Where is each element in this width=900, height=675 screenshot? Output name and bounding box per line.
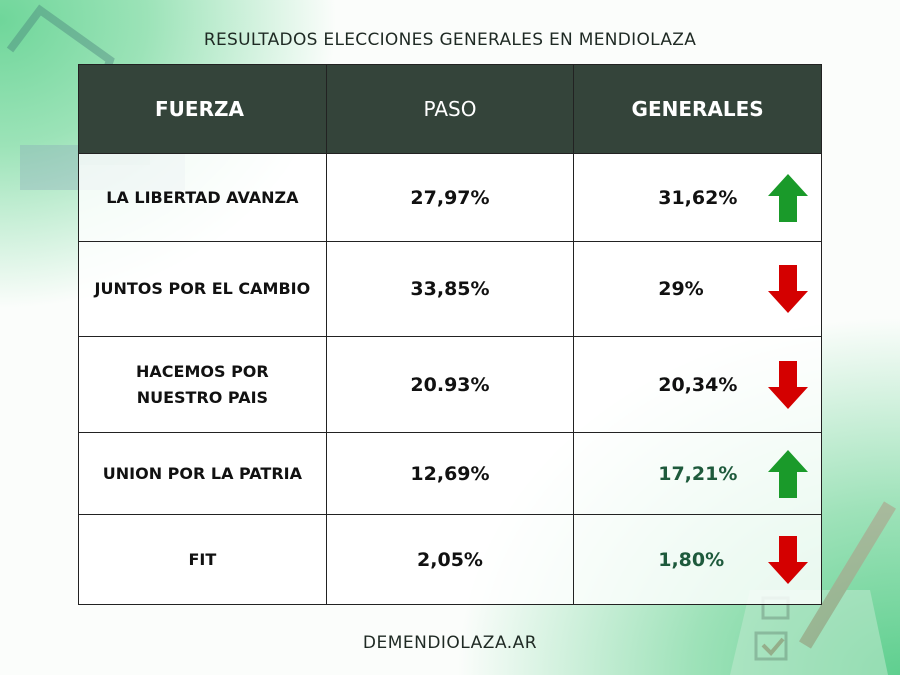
paso-value: 20.93%: [325, 336, 575, 433]
generales-value: 17,21%: [658, 462, 738, 485]
party-name: HACEMOS POR NUESTRO PAIS: [78, 336, 327, 433]
paso-value: 12,69%: [325, 432, 575, 515]
table-row: FIT 2,05% 1,80%: [78, 514, 822, 605]
footer-site: DEMENDIOLAZA.AR: [362, 633, 538, 653]
generales-cell: 1,80%: [573, 514, 822, 605]
page-title: RESULTADOS ELECCIONES GENERALES EN MENDI…: [203, 30, 697, 50]
generales-cell: 17,21%: [573, 432, 822, 515]
header-paso: PASO: [325, 64, 575, 154]
party-name: UNION POR LA PATRIA: [78, 432, 327, 515]
arrow-up-icon: [768, 173, 808, 222]
party-name: FIT: [78, 514, 327, 605]
header-fuerza: FUERZA: [78, 64, 327, 154]
generales-cell: 20,34%: [573, 336, 822, 433]
paso-value: 33,85%: [325, 241, 575, 337]
generales-cell: 31,62%: [573, 153, 822, 242]
arrow-up-icon: [768, 449, 808, 498]
arrow-down-icon: [768, 265, 808, 313]
generales-value: 29%: [658, 278, 704, 300]
table-header-row: FUERZA PASO GENERALES: [78, 64, 822, 154]
arrow-down-icon: [768, 535, 808, 584]
arrow-down-icon: [768, 360, 808, 409]
results-table: FUERZA PASO GENERALES LA LIBERTAD AVANZA…: [78, 64, 822, 605]
table-row: HACEMOS POR NUESTRO PAIS 20.93% 20,34%: [78, 336, 822, 433]
header-generales: GENERALES: [573, 64, 822, 154]
generales-value: 20,34%: [658, 373, 738, 396]
ballot-pencil-illustration: [730, 501, 896, 675]
table-row: JUNTOS POR EL CAMBIO 33,85% 29%: [78, 241, 822, 337]
table-row: LA LIBERTAD AVANZA 27,97% 31,62%: [78, 153, 822, 242]
paso-value: 27,97%: [325, 153, 575, 242]
paso-value: 2,05%: [325, 514, 575, 605]
generales-value: 31,62%: [658, 186, 738, 209]
table-row: UNION POR LA PATRIA 12,69% 17,21%: [78, 432, 822, 515]
generales-value: 1,80%: [658, 548, 725, 571]
party-name: JUNTOS POR EL CAMBIO: [78, 241, 327, 337]
generales-cell: 29%: [573, 241, 822, 337]
party-name: LA LIBERTAD AVANZA: [78, 153, 327, 242]
